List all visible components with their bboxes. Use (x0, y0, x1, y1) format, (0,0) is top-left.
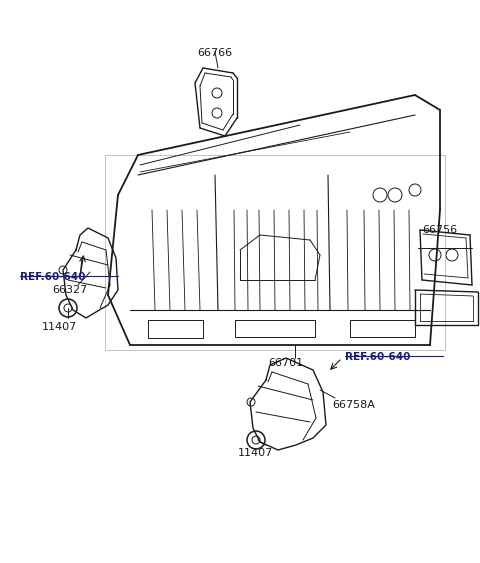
Bar (235, 320, 315, 337)
Text: 66756: 66756 (422, 225, 457, 235)
Text: 66758A: 66758A (332, 400, 375, 410)
Text: 66327: 66327 (52, 285, 87, 295)
Bar (350, 320, 415, 337)
Text: 11407: 11407 (238, 448, 273, 458)
Text: 66701: 66701 (268, 358, 303, 368)
Bar (148, 320, 203, 338)
Text: REF.60-640: REF.60-640 (345, 352, 410, 362)
Text: REF.60-640: REF.60-640 (20, 272, 85, 282)
Bar (105, 155, 445, 350)
Text: 66766: 66766 (197, 48, 232, 58)
Text: 11407: 11407 (42, 322, 77, 332)
